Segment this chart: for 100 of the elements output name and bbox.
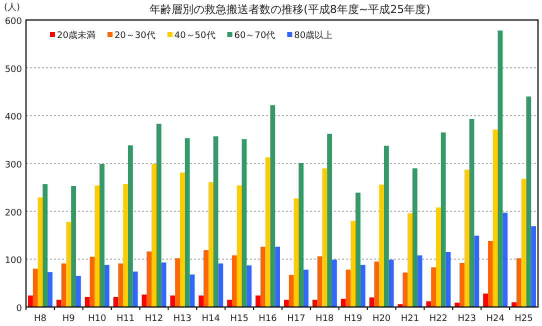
bar: [402, 272, 408, 307]
bar: [488, 240, 493, 307]
bar: [56, 300, 62, 307]
legend-label: 20歳未満: [57, 30, 96, 41]
x-tick-label: H25: [514, 314, 533, 324]
x-tick-label: H12: [144, 314, 164, 324]
bar: [431, 267, 436, 307]
bar: [498, 30, 503, 307]
x-tick-label: H9: [62, 314, 76, 324]
bar: [327, 134, 332, 307]
x-tick-label: H18: [316, 314, 334, 324]
bar: [340, 298, 346, 307]
x-tick-label: H15: [230, 314, 248, 324]
bar: [146, 252, 152, 307]
legend-label: 40～50代: [174, 30, 216, 41]
bar: [236, 186, 242, 307]
x-tick-label: H10: [88, 314, 106, 324]
y-tick-label: 300: [4, 160, 22, 170]
bar: [388, 260, 394, 307]
bar: [531, 226, 536, 307]
bar: [298, 163, 304, 307]
x-tick-label: H19: [344, 314, 362, 324]
y-axis-title: (人): [4, 2, 20, 13]
bar: [322, 168, 328, 307]
bar: [128, 145, 133, 307]
x-tick-label: H23: [458, 314, 476, 324]
bar: [483, 294, 488, 307]
x-tick-label: H13: [173, 314, 192, 324]
x-tick-label: H22: [429, 314, 448, 324]
bar: [304, 270, 308, 307]
bar: [198, 296, 204, 307]
bar: [454, 302, 460, 307]
bar: [446, 252, 451, 307]
bar: [213, 136, 218, 307]
bar: [100, 164, 104, 307]
x-tick-label: H8: [34, 314, 47, 324]
bar: [242, 139, 247, 307]
bar: [350, 220, 356, 307]
bar: [317, 256, 322, 307]
bar: [516, 258, 522, 307]
legend-label: 20～30代: [114, 30, 156, 41]
legend-label: 80歳以上: [294, 30, 333, 41]
bar: [436, 208, 441, 307]
bar: [42, 184, 48, 307]
bar: [440, 132, 446, 307]
bar: [284, 300, 289, 307]
bar: [270, 105, 276, 307]
bar: [460, 262, 464, 307]
bar: [32, 268, 38, 307]
bar: [346, 270, 351, 307]
x-tick-label: H17: [287, 314, 306, 324]
bar: [374, 262, 380, 307]
bar: [161, 262, 166, 307]
bar: [48, 272, 52, 307]
bar: [180, 172, 185, 307]
bar: [246, 265, 252, 307]
bar: [227, 300, 232, 307]
bar: [152, 164, 156, 307]
bar: [408, 213, 412, 307]
bar: [71, 186, 76, 307]
bar: [332, 260, 337, 307]
bar: [288, 274, 294, 307]
bar: [417, 255, 422, 307]
bar: [66, 222, 72, 307]
bar: [474, 236, 480, 307]
bar: [175, 258, 180, 307]
bar: [275, 246, 280, 307]
bar: [38, 197, 43, 307]
x-tick-label: H21: [400, 314, 420, 324]
bar: [412, 168, 418, 307]
bar: [94, 186, 100, 307]
bar: [84, 296, 90, 307]
bar: [218, 263, 224, 307]
y-tick-label: 200: [4, 208, 22, 218]
x-tick-label: H11: [116, 314, 135, 324]
bar: [260, 246, 266, 307]
y-tick-label: 600: [4, 17, 22, 27]
y-tick-label: 0: [16, 304, 22, 314]
y-tick-label: 400: [4, 112, 22, 123]
bar: [360, 264, 366, 307]
bar: [208, 182, 214, 307]
bar: [384, 146, 389, 307]
legend-label: 60～70代: [234, 30, 276, 41]
bar: [232, 255, 237, 307]
bar: [123, 184, 128, 307]
bar: [464, 170, 470, 307]
bar: [526, 96, 532, 307]
x-tick-label: H24: [486, 314, 505, 324]
bar: [156, 124, 162, 307]
y-tick-label: 500: [4, 64, 22, 75]
bar: [312, 300, 318, 307]
bar: [469, 119, 474, 307]
bar: [512, 302, 516, 307]
bar: [190, 274, 195, 307]
bar: [61, 263, 66, 307]
bar: [184, 138, 190, 307]
bar: [132, 272, 138, 307]
bar: [356, 192, 360, 307]
bar: [502, 212, 508, 307]
y-tick-label: 100: [4, 256, 22, 266]
